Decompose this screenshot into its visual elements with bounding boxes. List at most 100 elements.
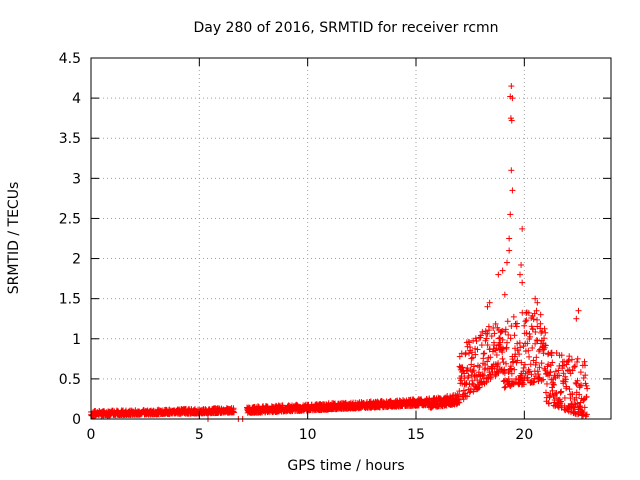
data-point bbox=[574, 377, 581, 384]
data-point bbox=[516, 351, 523, 358]
data-point bbox=[466, 389, 473, 396]
data-point bbox=[573, 394, 580, 401]
grid bbox=[91, 58, 611, 419]
data-point bbox=[542, 329, 549, 336]
data-point bbox=[513, 320, 520, 327]
data-point-peak bbox=[573, 315, 580, 322]
data-point bbox=[472, 351, 479, 358]
data-point bbox=[459, 364, 466, 371]
data-point bbox=[471, 363, 478, 370]
y-tick-label: 0 bbox=[72, 412, 81, 428]
data-point bbox=[522, 318, 529, 325]
data-point bbox=[547, 368, 554, 375]
data-point bbox=[504, 339, 511, 346]
data-point bbox=[574, 355, 581, 362]
x-tick-labels: 0 5 10 15 20 bbox=[87, 427, 534, 443]
chart-title: Day 280 of 2016, SRMTID for receiver rcm… bbox=[193, 20, 498, 36]
data-point bbox=[481, 350, 488, 357]
data-point bbox=[499, 327, 506, 334]
data-point bbox=[499, 336, 506, 343]
data-point bbox=[566, 366, 573, 373]
data-point bbox=[558, 388, 565, 395]
data-point bbox=[468, 349, 475, 356]
data-point bbox=[499, 349, 506, 356]
data-point-peak bbox=[507, 211, 514, 218]
data-point bbox=[533, 337, 540, 344]
data-point bbox=[584, 385, 591, 392]
data-point bbox=[534, 316, 541, 323]
data-point-peak bbox=[534, 299, 541, 306]
data-point bbox=[480, 350, 487, 357]
data-point bbox=[541, 365, 548, 372]
data-point bbox=[520, 381, 527, 388]
data-point-peak bbox=[509, 95, 516, 102]
data-point bbox=[572, 363, 579, 370]
data-point bbox=[549, 387, 556, 394]
data-point bbox=[456, 399, 463, 406]
data-point bbox=[523, 317, 530, 324]
data-point bbox=[231, 409, 237, 416]
x-axis-label: GPS time / hours bbox=[287, 458, 404, 474]
data-point bbox=[510, 313, 517, 320]
data-point-peak bbox=[499, 267, 506, 274]
data-point-peak bbox=[509, 187, 516, 194]
data-point bbox=[564, 359, 571, 366]
data-point bbox=[537, 320, 544, 327]
data-point-peak bbox=[504, 259, 510, 266]
data-point bbox=[456, 353, 463, 360]
data-series-srmtid bbox=[88, 83, 591, 422]
data-point bbox=[520, 364, 527, 371]
data-point bbox=[496, 335, 503, 342]
data-point bbox=[462, 392, 469, 399]
data-point bbox=[503, 360, 510, 367]
data-point-peak bbox=[501, 291, 508, 298]
data-point bbox=[580, 375, 587, 382]
data-point bbox=[521, 322, 528, 329]
data-point bbox=[525, 347, 532, 354]
data-point bbox=[558, 398, 565, 405]
axis-ticks bbox=[90, 57, 611, 420]
data-point bbox=[583, 382, 590, 389]
y-tick-label: 0.5 bbox=[59, 372, 81, 388]
data-point-peak bbox=[518, 261, 525, 268]
data-point bbox=[473, 338, 480, 345]
data-point bbox=[456, 388, 463, 395]
data-point-peak bbox=[495, 271, 502, 278]
data-point bbox=[574, 400, 581, 407]
data-point bbox=[527, 333, 534, 340]
data-point bbox=[511, 332, 518, 339]
y-axis-label: SRMTID / TECUs bbox=[6, 182, 22, 295]
data-point bbox=[547, 362, 554, 369]
data-point bbox=[479, 328, 486, 335]
data-point bbox=[567, 395, 574, 402]
data-point bbox=[541, 325, 548, 332]
data-point bbox=[533, 354, 540, 361]
data-point bbox=[484, 358, 491, 365]
data-point-peak bbox=[506, 247, 513, 254]
data-point-peak bbox=[519, 225, 526, 232]
y-tick-label: 3 bbox=[72, 171, 81, 187]
data-point bbox=[546, 372, 553, 379]
data-point bbox=[549, 359, 556, 366]
data-point bbox=[508, 370, 515, 377]
x-tick-label: 0 bbox=[87, 427, 96, 443]
x-tick-label: 15 bbox=[407, 427, 425, 443]
data-point bbox=[460, 396, 467, 403]
data-point bbox=[517, 344, 524, 351]
data-point-peak bbox=[532, 295, 539, 302]
data-point bbox=[521, 361, 528, 368]
data-point bbox=[495, 360, 502, 367]
data-point bbox=[555, 367, 562, 374]
y-tick-label: 4.5 bbox=[59, 51, 81, 67]
data-point bbox=[525, 309, 532, 316]
y-tick-label: 1.5 bbox=[59, 292, 81, 308]
data-point bbox=[463, 380, 470, 387]
data-point bbox=[532, 329, 539, 336]
data-point bbox=[540, 376, 547, 383]
data-point bbox=[581, 404, 588, 411]
data-point bbox=[514, 340, 521, 347]
data-point bbox=[524, 340, 531, 347]
data-point bbox=[514, 357, 521, 364]
data-point bbox=[469, 368, 476, 375]
data-point bbox=[560, 370, 567, 377]
